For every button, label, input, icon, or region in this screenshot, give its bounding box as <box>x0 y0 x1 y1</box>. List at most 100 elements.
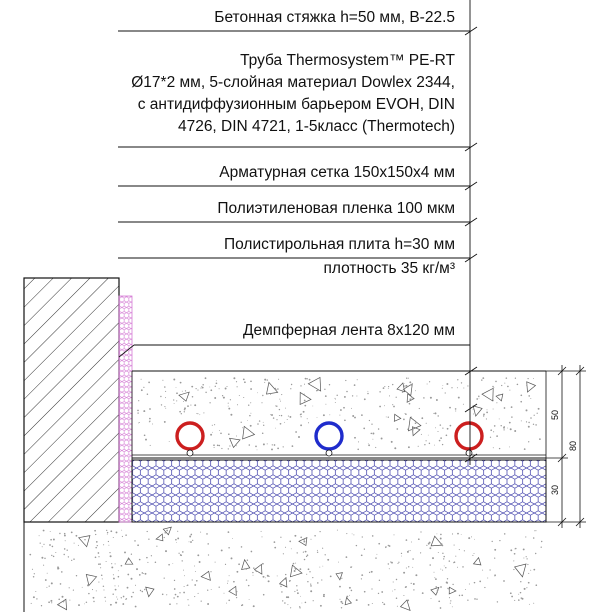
aggregate-dot <box>32 575 35 578</box>
aggregate-dot <box>243 396 245 399</box>
aggregate-dot <box>523 448 526 450</box>
aggregate-dot <box>149 444 151 446</box>
aggregate-dot <box>310 590 313 593</box>
aggregate-mark <box>335 572 343 581</box>
aggregate-dot <box>229 399 232 401</box>
aggregate-dot <box>61 595 64 598</box>
aggregate-dot <box>395 396 397 398</box>
aggregate-dot <box>69 599 71 601</box>
aggregate-dot <box>489 436 492 438</box>
aggregate-dot <box>503 429 505 431</box>
aggregate-dot <box>408 550 410 552</box>
aggregate-mark <box>145 586 155 598</box>
aggregate-dot <box>532 423 535 425</box>
aggregate-dot <box>215 382 218 385</box>
aggregate-dot <box>323 593 325 596</box>
aggregate-dot <box>372 432 375 435</box>
aggregate-dot <box>393 405 395 408</box>
aggregate-dot <box>194 571 196 573</box>
aggregate-dot <box>540 540 543 543</box>
aggregate-dot <box>451 606 453 608</box>
aggregate-dot <box>206 533 208 535</box>
aggregate-dot <box>482 415 485 417</box>
aggregate-mark <box>481 387 494 402</box>
aggregate-mark <box>472 556 482 566</box>
aggregate-mark <box>242 425 256 440</box>
aggregate-dot <box>140 378 142 380</box>
aggregate-dot <box>156 545 158 547</box>
aggregate-dot <box>148 381 150 384</box>
aggregate-dot <box>93 600 95 603</box>
aggregate-dot <box>227 580 229 582</box>
aggregate-dot <box>165 550 167 553</box>
aggregate-dot <box>138 400 140 402</box>
aggregate-dot <box>62 600 65 603</box>
aggregate-dot <box>384 405 385 407</box>
aggregate-dot <box>222 396 225 399</box>
aggregate-dot <box>367 392 369 395</box>
aggregate-dot <box>371 423 373 425</box>
aggregate-dot <box>164 386 166 388</box>
aggregate-dot <box>287 596 290 599</box>
aggregate-dot <box>505 377 508 379</box>
label-concrete-screed: Бетонная стяжка h=50 мм, B-22.5 <box>214 9 455 26</box>
aggregate-dot <box>297 592 299 595</box>
aggregate-dot <box>50 582 53 585</box>
aggregate-dot <box>535 584 538 587</box>
aggregate-dot <box>412 428 414 430</box>
aggregate-dot <box>503 580 505 582</box>
aggregate-dot <box>124 551 126 554</box>
aggregate-dot <box>160 404 163 406</box>
aggregate-dot <box>511 595 513 598</box>
aggregate-mark <box>178 391 190 402</box>
aggregate-dot <box>273 541 276 543</box>
aggregate-dot <box>405 384 408 387</box>
aggregate-dot <box>528 603 530 605</box>
aggregate-dot <box>533 377 534 379</box>
aggregate-dot <box>78 604 80 607</box>
dimension-lines <box>546 365 586 528</box>
aggregate-dot <box>168 563 170 566</box>
aggregate-dot <box>329 575 332 578</box>
aggregate-dot <box>105 560 107 563</box>
aggregate-dot <box>183 411 185 413</box>
aggregate-dot <box>268 575 270 578</box>
aggregate-dot <box>465 589 466 590</box>
aggregate-dot <box>350 566 352 568</box>
label-pipe-line-2: Ø17*2 мм, 5-слойная материал Dowlex 2344… <box>131 74 455 91</box>
aggregate-dot <box>527 581 530 584</box>
aggregate-dot <box>152 423 154 425</box>
aggregate-dot <box>442 552 444 554</box>
aggregate-dot <box>495 380 497 383</box>
aggregate-dot <box>284 546 287 548</box>
heating-pipe-supply <box>454 421 484 457</box>
aggregate-dot <box>260 530 262 532</box>
aggregate-dot <box>261 536 263 538</box>
aggregate-dot <box>479 580 482 583</box>
aggregate-dot <box>63 532 66 535</box>
aggregate-dot <box>117 585 119 587</box>
aggregate-dot <box>137 409 139 412</box>
aggregate-mark <box>299 391 312 406</box>
aggregate-dot <box>197 554 200 557</box>
aggregate-dot <box>271 414 273 416</box>
label-polyethylene-film: Полиэтиленовая пленка 100 мкм <box>217 200 455 217</box>
aggregate-dot <box>71 559 73 562</box>
aggregate-dot <box>284 602 286 604</box>
aggregate-dot <box>277 388 279 390</box>
aggregate-dot <box>503 407 506 409</box>
aggregate-dot <box>103 589 105 591</box>
aggregate-dot <box>183 575 185 577</box>
aggregate-dot <box>309 571 311 573</box>
aggregate-dot <box>173 402 175 404</box>
heating-pipe-supply <box>175 421 205 457</box>
aggregate-dot <box>248 444 251 446</box>
aggregate-dot <box>483 413 485 416</box>
aggregate-dot <box>46 572 48 574</box>
aggregate-dot <box>262 421 264 423</box>
aggregate-dot <box>120 597 122 599</box>
aggregate-dot <box>125 598 127 600</box>
aggregate-dot <box>275 427 276 429</box>
aggregate-dot <box>299 606 301 608</box>
aggregate-dot <box>218 444 221 447</box>
